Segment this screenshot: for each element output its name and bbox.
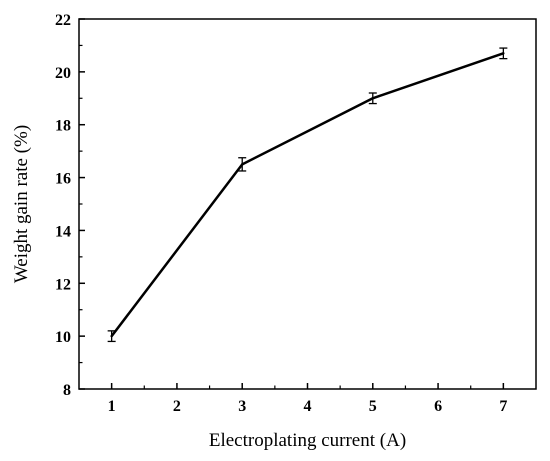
x-tick-label: 1 [108, 398, 116, 415]
y-tick-label: 12 [55, 276, 71, 293]
data-point [502, 52, 505, 55]
x-tick-label: 4 [304, 398, 312, 415]
x-tick-label: 3 [238, 398, 246, 415]
data-point [371, 97, 374, 100]
series [107, 47, 508, 343]
y-tick-label: 10 [55, 329, 71, 346]
y-tick-label: 20 [55, 65, 71, 82]
x-tick-label: 6 [434, 398, 442, 415]
x-tick-label: 7 [499, 398, 507, 415]
plot-frame [78, 18, 537, 390]
y-tick-label: 8 [63, 382, 71, 399]
axes [78, 18, 537, 390]
x-tick-label: 5 [369, 398, 377, 415]
y-tick-label: 16 [55, 171, 71, 188]
y-tick-label: 14 [55, 223, 71, 240]
y-axis-ticks: 8 10 12 14 16 18 20 22 [55, 12, 85, 399]
x-axis-ticks: 1 2 3 4 5 6 7 [108, 383, 507, 415]
data-point [110, 334, 113, 338]
y-tick-label: 22 [55, 12, 71, 29]
data-point [241, 163, 244, 166]
x-tick-label: 2 [173, 398, 181, 415]
series-line [110, 52, 504, 337]
x-axis-title: Electroplating current (A) [209, 430, 406, 451]
y-axis-title: Weight gain rate (%) [11, 125, 32, 283]
y-tick-label: 18 [55, 118, 71, 135]
